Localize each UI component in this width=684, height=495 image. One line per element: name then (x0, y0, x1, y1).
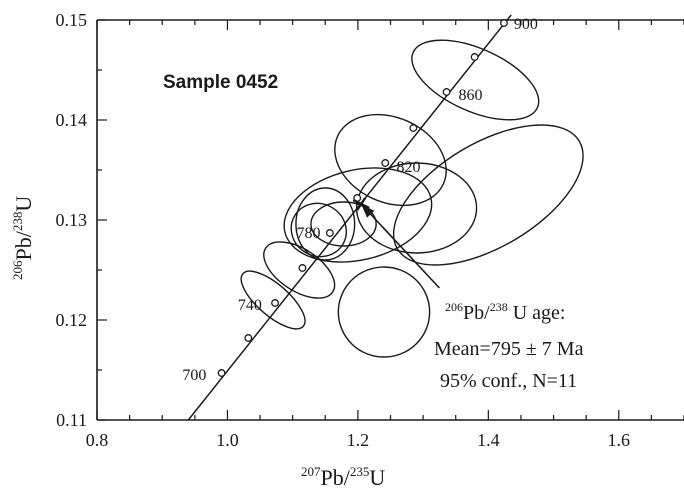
x-label-element2: U (369, 465, 385, 490)
y-label-element2: U (11, 196, 36, 212)
y-tick-label: 0.15 (56, 10, 88, 30)
annotation (352, 197, 441, 289)
sample-label: Sample 0452 (163, 72, 278, 93)
error-ellipse (310, 201, 377, 247)
age-marker (217, 369, 226, 377)
concordia-line (187, 14, 512, 421)
error-ellipse (263, 241, 336, 299)
age-annotation-mass2: 238 (490, 300, 508, 314)
age-marker (244, 334, 253, 342)
y-axis-label: 206Pb/238U (10, 196, 36, 280)
x-label-mass: 207 (301, 464, 321, 479)
age-marker (381, 159, 390, 167)
error-ellipse (295, 187, 356, 261)
error-ellipse (334, 113, 447, 207)
age-marker (271, 299, 280, 307)
x-tick-label: 1.6 (608, 430, 631, 450)
x-tick-label: 1.0 (216, 430, 239, 450)
axes: 0.8 1.0 1.2 1.4 1.6 0.11 0.12 0.13 0.14 0.15 (56, 10, 684, 450)
x-label-element: Pb (321, 465, 344, 490)
y-label-slash: / (11, 230, 36, 237)
age-marker (500, 19, 508, 27)
x-label-slash: / (344, 465, 351, 490)
y-tick-label: 0.12 (56, 310, 88, 330)
error-ellipse (283, 167, 433, 263)
error-ellipse (411, 39, 540, 121)
age-annotation-element: Pb/ (463, 302, 490, 324)
concordia-curve: 700 740 780 820 860 900 (182, 14, 538, 421)
error-ellipse (392, 124, 584, 266)
y-label-mass2: 238 (10, 212, 25, 232)
age-annotation-line1: 206Pb/238 U age: (445, 300, 565, 324)
age-annotation-rest: U age: (508, 302, 566, 324)
mean-marker (356, 197, 367, 211)
age-annotation-line3: 95% conf., N=11 (440, 370, 577, 392)
error-ellipse (240, 270, 306, 330)
y-tick-label: 0.13 (56, 210, 88, 230)
error-ellipse (290, 202, 347, 258)
age-label: 740 (238, 297, 262, 314)
age-marker (409, 124, 418, 132)
age-marker (470, 53, 479, 61)
annotation-arrowhead (361, 204, 375, 218)
age-marker (325, 229, 334, 237)
age-label: 780 (297, 225, 321, 242)
age-annotation-mass: 206 (445, 300, 463, 314)
annotation-arrow (360, 203, 441, 289)
age-label: 820 (397, 159, 421, 176)
x-axis-label: 207Pb/235U (301, 464, 385, 490)
x-tick-label: 1.2 (347, 430, 370, 450)
x-tick-label: 0.8 (86, 430, 109, 450)
y-tick-label: 0.11 (56, 410, 87, 430)
y-tick-label: 0.14 (56, 110, 88, 130)
x-tick-label: 1.4 (477, 430, 500, 450)
age-label: 700 (182, 367, 206, 384)
x-label-mass2: 235 (350, 464, 370, 479)
age-marker (442, 88, 451, 96)
age-marker (298, 264, 307, 272)
error-ellipse (355, 162, 478, 254)
y-label-element: Pb (11, 237, 36, 260)
y-label-mass: 206 (10, 260, 25, 280)
error-ellipse (337, 266, 431, 358)
age-label: 900 (514, 16, 538, 33)
age-annotation-line2: Mean=795 ± 7 Ma (434, 338, 584, 360)
age-label: 860 (458, 87, 482, 104)
